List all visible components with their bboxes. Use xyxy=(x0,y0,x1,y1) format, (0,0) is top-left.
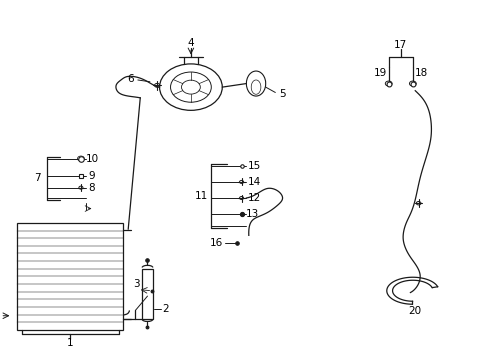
Text: 18: 18 xyxy=(414,68,427,78)
Text: 16: 16 xyxy=(209,238,223,248)
Text: 1: 1 xyxy=(67,338,74,348)
Text: 17: 17 xyxy=(393,40,407,50)
Text: 20: 20 xyxy=(408,306,421,316)
Text: 13: 13 xyxy=(245,209,259,219)
Bar xyxy=(142,269,152,319)
Text: 14: 14 xyxy=(247,177,261,187)
Text: 6: 6 xyxy=(127,74,134,84)
Text: 10: 10 xyxy=(85,154,99,163)
Text: 19: 19 xyxy=(373,68,386,78)
Text: 11: 11 xyxy=(195,191,208,201)
Text: 12: 12 xyxy=(247,193,261,203)
Text: 4: 4 xyxy=(187,38,194,48)
Text: 7: 7 xyxy=(34,173,41,183)
Text: 5: 5 xyxy=(279,89,285,99)
Text: 9: 9 xyxy=(88,171,95,181)
Text: 2: 2 xyxy=(162,303,169,314)
Text: 3: 3 xyxy=(133,279,140,289)
Text: 8: 8 xyxy=(88,183,95,193)
Text: 15: 15 xyxy=(247,161,261,171)
Bar xyxy=(17,223,123,330)
